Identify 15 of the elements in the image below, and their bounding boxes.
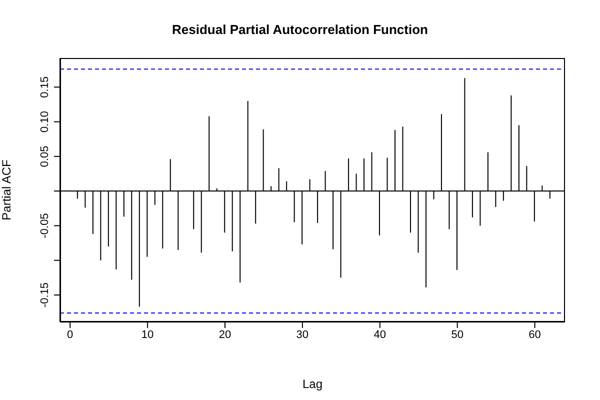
y-tick-label: 0.05 (39, 146, 51, 168)
y-tick-label: 0.15 (39, 76, 51, 98)
x-tick-label: 0 (67, 328, 74, 341)
x-tick-label: 30 (296, 328, 309, 341)
y-axis-title: Partial ACF (0, 160, 14, 220)
y-tick-label: -0.05 (39, 213, 51, 238)
x-axis-title: Lag (302, 377, 323, 391)
x-tick-label: 40 (374, 328, 386, 341)
y-tick-label: -0.15 (39, 282, 51, 308)
x-tick-label: 10 (141, 328, 154, 341)
chart-title: Residual Partial Autocorrelation Function (171, 22, 429, 37)
x-tick-label: 50 (451, 328, 464, 341)
x-tick-label: 20 (218, 328, 232, 341)
y-tick-label: 0.10 (39, 111, 51, 132)
x-tick-label: 60 (528, 328, 541, 341)
